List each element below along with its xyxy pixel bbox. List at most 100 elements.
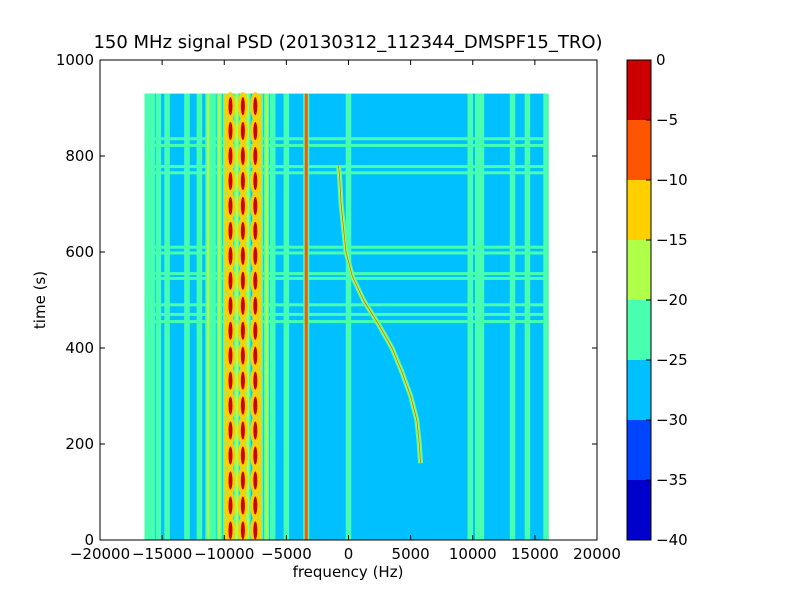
vertical-interference-line: [544, 93, 548, 540]
fringe-core-mark: [253, 296, 258, 315]
fringe-core-mark: [228, 296, 233, 315]
fringe-core-mark: [253, 147, 258, 165]
x-axis: −20000 −15000 −10000 −5000 0 5000 10000 15000 20…: [70, 60, 621, 563]
colorbar-segment: [627, 180, 651, 240]
fringe-core-mark: [240, 196, 245, 215]
fringe-core-mark: [240, 346, 245, 365]
fringe-core-mark: [228, 97, 233, 116]
y-axis-label: time (s): [31, 271, 49, 329]
fringe-core-mark: [253, 196, 258, 215]
fringe-core-mark: [228, 122, 233, 141]
fringe-core-mark: [253, 521, 258, 540]
colorbar: −40 −35 −30 −25 −20 −15 −10 −5 0: [626, 51, 688, 549]
fringe-core-mark: [228, 196, 233, 215]
x-tick-label: −15000: [132, 545, 192, 563]
colorbar-tick-label: −10: [656, 171, 688, 189]
fringe-core-mark: [240, 97, 245, 116]
fringe-core-mark: [253, 396, 258, 415]
fringe-core-mark: [253, 346, 258, 365]
vertical-interference-line: [259, 93, 262, 540]
x-tick-label: 20000: [573, 545, 621, 563]
fringe-core-mark: [240, 521, 245, 540]
vertical-interference-line: [476, 93, 479, 540]
fringe-core-mark: [253, 471, 258, 490]
vertical-interference-line: [469, 93, 472, 540]
fringe-core-mark: [228, 221, 233, 240]
fringe-core-mark: [228, 446, 233, 465]
colorbar-tick-label: −35: [656, 471, 688, 489]
fringe-core-mark: [240, 246, 245, 265]
fringe-core-mark: [240, 147, 245, 165]
x-tick-label: −5000: [261, 545, 312, 563]
fringe-core-mark: [240, 122, 245, 141]
vertical-interference-line: [246, 93, 250, 540]
vertical-interference-line: [165, 93, 169, 540]
y-tick-label: 1000: [56, 51, 94, 69]
fringe-core-mark: [240, 446, 245, 465]
fringe-core-mark: [228, 246, 233, 265]
vertical-interference-line: [304, 93, 308, 540]
vertical-interference-line: [235, 93, 238, 540]
fringe-core-mark: [228, 271, 233, 290]
x-tick-label: 0: [344, 545, 354, 563]
fringe-core-mark: [253, 321, 258, 340]
fringe-core-mark: [228, 321, 233, 340]
fringe-core-mark: [253, 221, 258, 240]
fringe-core-mark: [240, 221, 245, 240]
x-axis-label: frequency (Hz): [293, 563, 404, 581]
vertical-interference-line: [511, 93, 514, 540]
fringe-core-mark: [228, 496, 233, 515]
vertical-interference-line: [285, 93, 288, 540]
fringe-core-mark: [253, 446, 258, 465]
colorbar-segment: [627, 360, 651, 420]
vertical-interference-line: [526, 93, 529, 540]
fringe-core-mark: [228, 421, 233, 440]
vertical-interference-line: [265, 93, 268, 540]
fringe-core-mark: [240, 421, 245, 440]
colorbar-tick-label: −15: [656, 231, 688, 249]
fringe-core-mark: [228, 471, 233, 490]
vertical-interference-line: [198, 93, 201, 540]
fringe-core-mark: [253, 496, 258, 515]
fringe-core-mark: [240, 321, 245, 340]
vertical-interference-line: [145, 93, 149, 540]
vertical-interference-line: [206, 93, 210, 540]
x-tick-label: −20000: [70, 545, 130, 563]
x-tick-label: 10000: [449, 545, 497, 563]
colorbar-tick-label: −25: [656, 351, 688, 369]
colorbar-segment: [627, 300, 651, 360]
fringe-core-mark: [240, 471, 245, 490]
fringe-core-mark: [240, 171, 245, 190]
vertical-interference-line: [347, 93, 350, 540]
heatmap-layer: [144, 92, 549, 540]
y-tick-label: 400: [65, 339, 94, 357]
vertical-interference-line: [224, 93, 227, 540]
fringe-core-mark: [228, 396, 233, 415]
colorbar-tick-label: 0: [656, 51, 666, 69]
fringe-core-mark: [240, 296, 245, 315]
fringe-core-mark: [240, 371, 245, 390]
fringe-core-mark: [240, 496, 245, 515]
fringe-core-mark: [228, 521, 233, 540]
vertical-interference-line: [185, 93, 189, 540]
fringe-core-mark: [228, 371, 233, 390]
colorbar-tick-label: −20: [656, 291, 688, 309]
colorbar-segment: [627, 240, 651, 300]
vertical-interference-line: [218, 93, 221, 540]
vertical-interference-line: [211, 93, 215, 540]
fringe-core-mark: [253, 421, 258, 440]
fringe-core-mark: [253, 171, 258, 190]
y-tick-label: 600: [65, 243, 94, 261]
fringe-core-mark: [253, 271, 258, 290]
colorbar-tick-label: −5: [656, 111, 678, 129]
y-tick-label: 0: [84, 531, 94, 549]
colorbar-segment: [627, 420, 651, 480]
colorbar-segment: [627, 60, 651, 120]
beacon-trace-core: [338, 165, 421, 464]
colorbar-segment: [627, 120, 651, 180]
vertical-interference-line: [271, 93, 274, 540]
fringe-core-mark: [253, 371, 258, 390]
fringe-core-mark: [253, 97, 258, 116]
colorbar-segment: [627, 480, 651, 540]
x-tick-label: −10000: [194, 545, 254, 563]
